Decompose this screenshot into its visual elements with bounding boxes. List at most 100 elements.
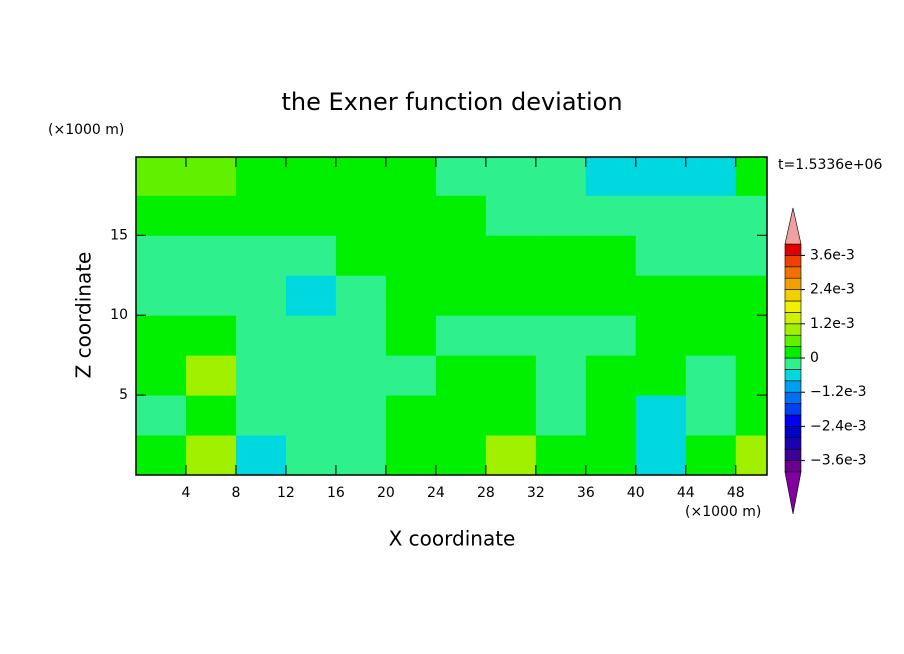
- contour-cell: [735, 195, 768, 236]
- x-tick-label: 24: [427, 485, 445, 501]
- contour-cell: [335, 395, 387, 436]
- contour-cell: [385, 275, 437, 316]
- contour-cell: [735, 235, 768, 276]
- colorbar-under: [784, 471, 802, 515]
- colorbar-label: −1.2e-3: [810, 384, 867, 400]
- colorbar-box: [784, 346, 802, 359]
- contour-cell: [735, 315, 768, 356]
- contour-cell: [235, 157, 287, 196]
- contour-cell: [435, 157, 487, 196]
- contour-cell: [535, 235, 587, 276]
- contour-cell: [435, 435, 487, 476]
- colorbar-label: 2.4e-3: [810, 282, 855, 298]
- contour-cell: [635, 315, 687, 356]
- contour-cell: [136, 157, 187, 196]
- colorbar-box: [784, 289, 802, 302]
- contour-cell: [385, 157, 437, 196]
- contour-cell: [385, 195, 437, 236]
- contour-cell: [735, 395, 768, 436]
- colorbar-box: [784, 426, 802, 439]
- y-tick-label: 5: [119, 387, 128, 403]
- contour-cell: [285, 355, 337, 396]
- contour-cell: [235, 395, 287, 436]
- contour-cell: [635, 157, 687, 196]
- contour-cell: [735, 435, 768, 476]
- colorbar-box: [784, 391, 802, 404]
- contour-cell: [185, 395, 237, 436]
- contour-cell: [635, 435, 687, 476]
- contour-cell: [335, 235, 387, 276]
- contour-cell: [435, 195, 487, 236]
- contour-cell: [535, 275, 587, 316]
- x-axis-label: X coordinate: [389, 527, 516, 551]
- x-tick-label: 8: [231, 485, 240, 501]
- x-tick-label: 16: [327, 485, 345, 501]
- colorbar-box: [784, 323, 802, 336]
- colorbar-box: [784, 266, 802, 279]
- colorbar-box: [784, 243, 802, 256]
- contour-cell: [485, 395, 537, 436]
- contour-cell: [685, 355, 737, 396]
- contour-cell: [136, 395, 187, 436]
- contour-cell: [535, 355, 587, 396]
- contour-cell: [435, 395, 487, 436]
- contour-cell: [285, 435, 337, 476]
- colorbar-label: −3.6e-3: [810, 453, 867, 469]
- contour-cell: [235, 275, 287, 316]
- colorbar-box: [784, 414, 802, 427]
- contour-cell: [635, 195, 687, 236]
- contour-cell: [136, 435, 187, 476]
- contour-cell: [585, 235, 637, 276]
- contour-cell: [485, 195, 537, 236]
- colorbar-box: [784, 380, 802, 393]
- contour-cell: [185, 195, 237, 236]
- contour-cell: [136, 235, 187, 276]
- contour-cell: [335, 195, 387, 236]
- contour-cell: [685, 275, 737, 316]
- chart-title: the Exner function deviation: [281, 88, 622, 116]
- colorbar-box: [784, 403, 802, 416]
- contour-cell: [435, 275, 487, 316]
- contour-cell: [635, 395, 687, 436]
- contour-cell: [535, 315, 587, 356]
- contour-cell: [535, 435, 587, 476]
- contour-cell: [136, 195, 187, 236]
- contour-cell: [185, 235, 237, 276]
- colorbar-label: 0: [810, 350, 819, 366]
- colorbar-box: [784, 300, 802, 313]
- contour-cell: [735, 275, 768, 316]
- contour-cell: [485, 315, 537, 356]
- contour-cell: [285, 195, 337, 236]
- contour-cell: [235, 235, 287, 276]
- contour-cell: [385, 315, 437, 356]
- contour-cell: [235, 315, 287, 356]
- contour-cell: [136, 315, 187, 356]
- contour-cell: [335, 315, 387, 356]
- contour-cell: [385, 435, 437, 476]
- contour-cell: [735, 157, 768, 196]
- contour-cell: [585, 275, 637, 316]
- colorbar-label: 3.6e-3: [810, 247, 855, 263]
- contour-cell: [285, 157, 337, 196]
- y-axis-label: Z coordinate: [72, 252, 96, 379]
- colorbar-over: [784, 207, 802, 245]
- x-unit: (×1000 m): [685, 504, 761, 520]
- contour-cell: [385, 395, 437, 436]
- contour-cell: [185, 275, 237, 316]
- contour-cell: [585, 195, 637, 236]
- contour-cell: [385, 355, 437, 396]
- contour-cell: [635, 275, 687, 316]
- x-tick-label: 48: [727, 485, 745, 501]
- contour-cell: [685, 195, 737, 236]
- contour-cell: [735, 355, 768, 396]
- contour-cell: [485, 157, 537, 196]
- contour-cell: [385, 235, 437, 276]
- contour-cell: [185, 157, 237, 196]
- contour-cell: [585, 157, 637, 196]
- contour-cell: [335, 157, 387, 196]
- contour-cell: [585, 435, 637, 476]
- contour-cell: [685, 395, 737, 436]
- contour-cell: [635, 355, 687, 396]
